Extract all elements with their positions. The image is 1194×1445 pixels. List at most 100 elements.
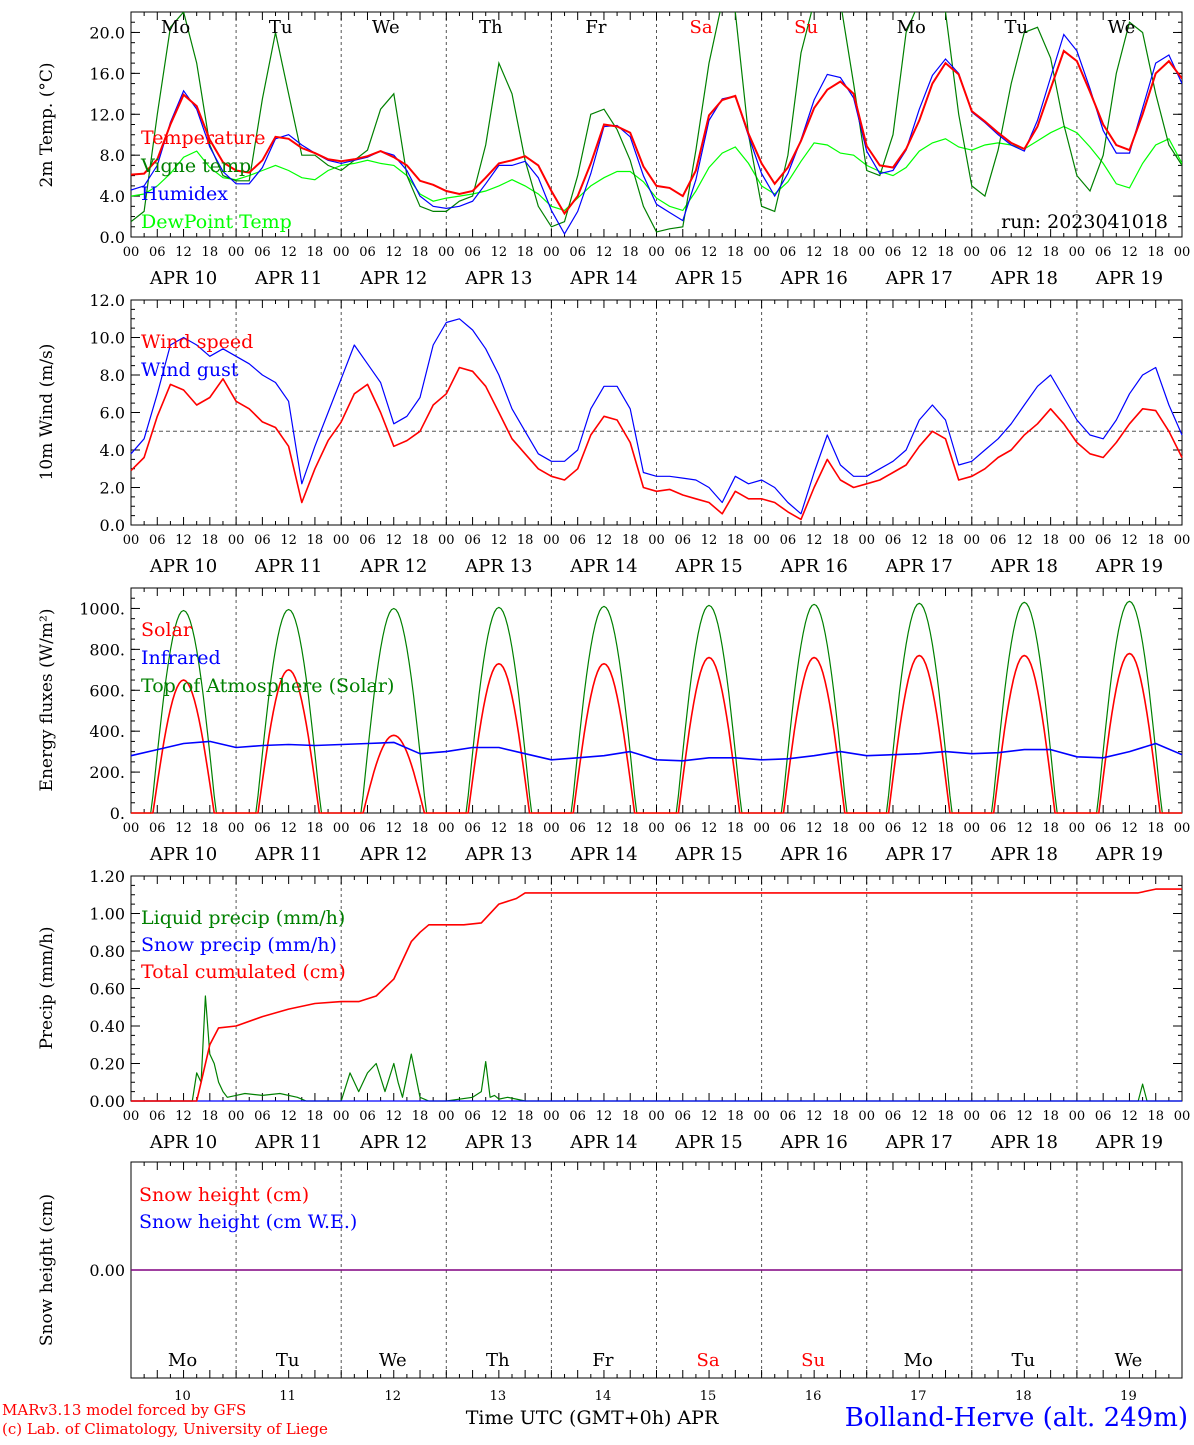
x-tick-label: 06 <box>464 821 481 836</box>
x-tick-label: 06 <box>569 1109 586 1124</box>
weekday-label: We <box>1108 17 1136 38</box>
series-wind-gust <box>130 318 1183 515</box>
x-tick-label: 18 <box>202 245 219 260</box>
x-tick-label: 12 <box>491 821 508 836</box>
x-tick-label: 12 <box>701 1109 718 1124</box>
x-tick-label: 18 <box>412 533 429 548</box>
x-tick-label: 00 <box>543 1109 560 1124</box>
y-tick-label: 0.40 <box>89 1017 125 1036</box>
x-tick-label: 18 <box>832 821 849 836</box>
x-tick-label: 12 <box>911 245 928 260</box>
x-tick-label: 12 <box>175 1109 192 1124</box>
y-tick-label: 0. <box>110 804 125 823</box>
weekday-label: Th <box>486 1350 510 1371</box>
x-tick-label: 00 <box>964 245 981 260</box>
x-tick-label: 00 <box>964 533 981 548</box>
panel-2 <box>130 587 1183 814</box>
x-tick-label: 06 <box>1095 245 1112 260</box>
x-tick-label: 18 <box>202 533 219 548</box>
weekday-label: Sa <box>690 17 713 38</box>
x-tick-label: 06 <box>464 1109 481 1124</box>
x-day-label: APR 14 <box>569 1132 637 1153</box>
precip-legend-1: Snow precip (mm/h) <box>141 934 337 956</box>
x-tick-label: 12 <box>911 821 928 836</box>
x-tick-label: 00 <box>858 245 875 260</box>
x-day-label: APR 13 <box>464 268 532 289</box>
x-day-label: APR 13 <box>464 556 532 577</box>
x-tick-label: 00 <box>753 1109 770 1124</box>
x-tick-label: 06 <box>569 245 586 260</box>
y-tick-label: 12.0 <box>89 105 125 124</box>
x-tick-label: 12 <box>280 533 297 548</box>
x-tick-label: 00 <box>123 821 140 836</box>
x-tick-label: 06 <box>885 821 902 836</box>
x-tick-label: 00 <box>333 821 350 836</box>
x-tick-label: 00 <box>858 1109 875 1124</box>
y-tick-label: 2.0 <box>100 479 125 498</box>
x-tick-label: 06 <box>254 821 271 836</box>
x-tick-label: 06 <box>990 1109 1007 1124</box>
x-tick-label: 06 <box>990 821 1007 836</box>
y-tick-label: 1.20 <box>89 867 125 886</box>
x-tick-label: 00 <box>228 533 245 548</box>
x-day-label: APR 19 <box>1095 844 1163 865</box>
station-label: Bolland-Herve (alt. 249m) <box>845 1403 1188 1433</box>
x-tick-label: 06 <box>990 533 1007 548</box>
y-tick-label: 0.20 <box>89 1055 125 1074</box>
x-tick-label: 00 <box>1174 533 1191 548</box>
y-tick-label: 12.0 <box>89 291 125 310</box>
snow-legend-0: Snow height (cm) <box>139 1184 309 1206</box>
y-tick-label: 16.0 <box>89 64 125 83</box>
x-tick-label: 12 <box>806 245 823 260</box>
x-tick-label: 12 <box>280 1109 297 1124</box>
x-tick-label: 06 <box>254 245 271 260</box>
x-tick-label: 12 <box>385 533 402 548</box>
x-tick-label: 18 <box>307 533 324 548</box>
footer-model: MARv3.13 model forced by GFS <box>2 1401 246 1419</box>
series-dewpoint-temp <box>131 125 1182 212</box>
x-tick-label: 12 <box>175 821 192 836</box>
x-tick-label: 18 <box>727 533 744 548</box>
x-tick-label: 06 <box>1095 533 1112 548</box>
y-tick-label: 8.0 <box>100 366 125 385</box>
x-day-label: APR 12 <box>359 1132 427 1153</box>
x-tick-label: 12 <box>806 1109 823 1124</box>
wind-legend-0: Wind speed <box>141 331 253 353</box>
x-tick-label: 12 <box>596 533 613 548</box>
x-tick-label: 12 <box>175 245 192 260</box>
x-day-label: APR 12 <box>359 556 427 577</box>
x-tick-label: 12 <box>1121 533 1138 548</box>
x-day-label: APR 11 <box>254 1132 322 1153</box>
x-tick-label: 12 <box>1121 1109 1138 1124</box>
x-tick-label: 00 <box>333 533 350 548</box>
x-tick-label: 00 <box>648 245 665 260</box>
x-tick-label: 00 <box>438 1109 455 1124</box>
y-tick-label: 4.0 <box>100 187 125 206</box>
x-tick-label: 00 <box>438 533 455 548</box>
x-tick-label: 06 <box>149 1109 166 1124</box>
day-number-label: 18 <box>1015 1389 1032 1404</box>
x-day-label: APR 16 <box>780 1132 848 1153</box>
x-tick-label: 00 <box>858 533 875 548</box>
x-tick-label: 06 <box>149 533 166 548</box>
x-day-label: APR 13 <box>464 844 532 865</box>
weekday-label: Mo <box>161 17 190 38</box>
y-axis-label: 2m Temp. (°C) <box>37 62 57 187</box>
x-tick-label: 06 <box>675 533 692 548</box>
x-day-label: APR 11 <box>254 844 322 865</box>
plot-frame <box>130 587 1183 814</box>
x-tick-label: 12 <box>596 1109 613 1124</box>
x-tick-label: 18 <box>412 821 429 836</box>
weekday-label: Tu <box>276 1350 300 1371</box>
x-day-label: APR 10 <box>149 844 217 865</box>
x-tick-label: 18 <box>517 533 534 548</box>
snow-legend-1: Snow height (cm W.E.) <box>139 1211 357 1233</box>
precip-legend-0: Liquid precip (mm/h) <box>141 907 345 929</box>
y-axis-label: Precip (mm/h) <box>37 926 57 1049</box>
x-tick-label: 06 <box>464 533 481 548</box>
x-tick-label: 12 <box>911 1109 928 1124</box>
series-infrared <box>130 740 1183 762</box>
x-tick-label: 00 <box>964 821 981 836</box>
x-day-label: APR 14 <box>569 844 637 865</box>
x-day-label: APR 19 <box>1095 556 1163 577</box>
